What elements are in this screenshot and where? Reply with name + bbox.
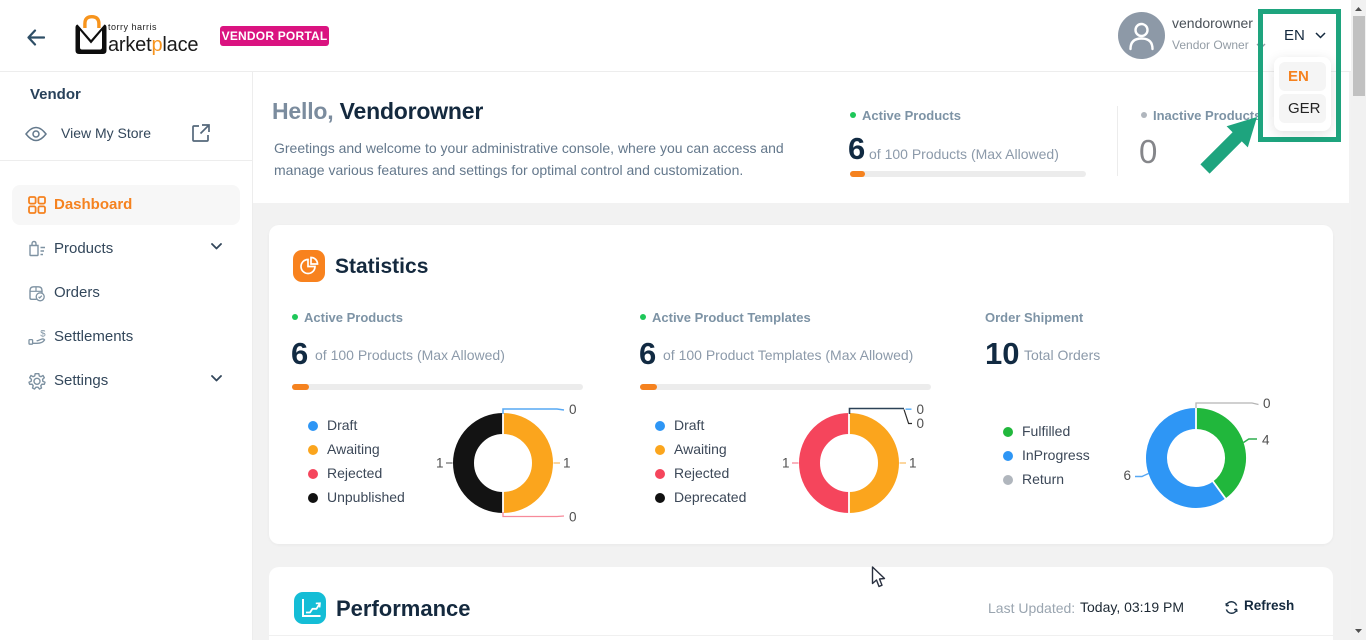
svg-text:4: 4 <box>1262 433 1270 448</box>
svg-text:1: 1 <box>563 456 571 471</box>
svg-text:1: 1 <box>782 456 790 471</box>
svg-text:1: 1 <box>909 456 917 471</box>
svg-text:0: 0 <box>569 510 577 525</box>
svg-text:0: 0 <box>917 402 925 417</box>
svg-text:0: 0 <box>569 402 577 417</box>
svg-text:1: 1 <box>436 456 444 471</box>
svg-text:6: 6 <box>1124 468 1132 483</box>
svg-text:0: 0 <box>917 416 925 431</box>
svg-text:0: 0 <box>1263 396 1271 411</box>
svg-text:$: $ <box>40 329 46 340</box>
